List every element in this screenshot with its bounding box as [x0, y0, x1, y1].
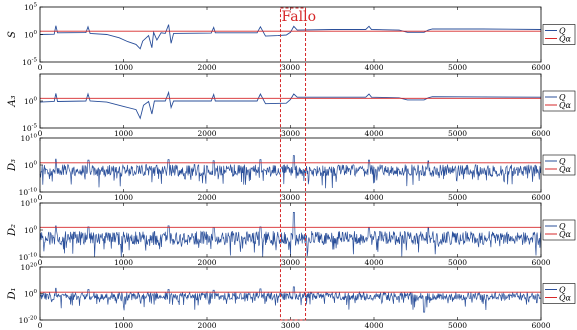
x-tick-label: 3000: [281, 258, 300, 267]
legend-entry: Q: [559, 27, 566, 36]
x-tick-label: 6000: [531, 321, 550, 330]
y-tick-label: 10-10: [19, 188, 38, 198]
y-tick-label: 100: [24, 226, 38, 236]
x-tick-label: 3000: [281, 63, 300, 72]
legend-entry: Qα: [559, 101, 572, 110]
y-tick-label: 100: [24, 161, 38, 171]
y-axis-label: A₃: [7, 95, 18, 107]
x-tick-label: 1000: [114, 258, 133, 267]
y-tick-label: 10-10: [19, 253, 38, 263]
legend-entry: Qα: [559, 230, 572, 239]
y-tick-label: 105: [24, 3, 38, 13]
x-tick-label: 6000: [531, 258, 550, 267]
x-tick-label: 3000: [281, 321, 300, 330]
series-q-line: [39, 90, 542, 120]
x-tick-label: 4000: [364, 321, 383, 330]
panel-4: 0 1000 2000 3000 4000 5000 6000 1010 100 10-10 D₂ Q…: [7, 199, 576, 267]
legend-entry: Qα: [559, 165, 572, 174]
series-q-line: [39, 155, 542, 189]
y-axis-label: D₁: [7, 287, 18, 300]
series-q-line: [39, 24, 542, 50]
x-tick-label: 4000: [364, 193, 383, 202]
legend-entry: Q: [559, 286, 566, 295]
legend-box: [542, 154, 576, 176]
panel-3: 0 1000 2000 3000 4000 5000 6000 1010 100 10-10 D₃ Q…: [7, 134, 576, 202]
axes-frame: [39, 73, 542, 129]
legend-box: [542, 90, 576, 112]
series-q-line: [39, 286, 542, 313]
x-tick-label: 0: [38, 321, 43, 330]
legend: QQα: [542, 154, 576, 176]
x-tick-label: 6000: [531, 193, 550, 202]
y-tick-label: 100: [24, 30, 38, 40]
x-tick-label: 5000: [448, 63, 467, 72]
legend-entry: Qα: [559, 294, 572, 303]
legend-entry: Q: [559, 157, 566, 166]
x-tick-label: 4000: [364, 258, 383, 267]
y-tick-label: 100: [24, 289, 38, 299]
fault-region-box: [279, 7, 307, 321]
legend-box: [542, 283, 576, 304]
legend-box: [542, 219, 576, 241]
x-tick-label: 2000: [197, 321, 216, 330]
x-tick-label: 1000: [114, 129, 133, 138]
y-tick-label: 100: [24, 97, 38, 107]
x-tick-label: 0: [38, 129, 43, 138]
y-tick-label: 10-5: [22, 58, 37, 68]
x-tick-label: 2000: [197, 129, 216, 138]
legend-box: [542, 24, 576, 45]
series-q-line: [39, 212, 542, 258]
fault-label: Fallo: [282, 9, 317, 25]
axes-frame: [39, 266, 542, 321]
y-tick-label: 1020: [20, 263, 37, 273]
axes-frame: [39, 137, 542, 193]
x-tick-label: 0: [38, 63, 43, 72]
x-tick-label: 4000: [364, 63, 383, 72]
panel-2: 0 1000 2000 3000 4000 5000 6000 100 10-5 A₃ QQα: [7, 73, 576, 138]
x-tick-label: 6000: [531, 63, 550, 72]
legend-entry: Q: [559, 222, 566, 231]
y-tick-label: 1010: [20, 199, 37, 209]
legend: QQα: [542, 283, 576, 304]
fault-annotation: Fallo: [279, 7, 317, 321]
x-tick-label: 1000: [114, 193, 133, 202]
x-tick-label: 2000: [197, 258, 216, 267]
legend: QQα: [542, 90, 576, 112]
legend: QQα: [542, 24, 576, 45]
x-tick-label: 5000: [448, 258, 467, 267]
y-axis-label: D₃: [7, 159, 18, 172]
x-tick-label: 6000: [531, 129, 550, 138]
x-tick-label: 1000: [114, 63, 133, 72]
x-tick-label: 5000: [448, 129, 467, 138]
x-tick-label: 0: [38, 193, 43, 202]
x-tick-label: 3000: [281, 193, 300, 202]
x-tick-label: 4000: [364, 129, 383, 138]
x-tick-label: 0: [38, 258, 43, 267]
y-tick-label: 1010: [20, 134, 37, 144]
x-tick-label: 1000: [114, 321, 133, 330]
y-axis-label: S: [7, 31, 18, 38]
x-tick-label: 2000: [197, 63, 216, 72]
panel-1: 0 1000 2000 3000 4000 5000 6000 105 100 10-5 S QQα: [7, 3, 576, 72]
y-tick-label: 10-5: [22, 124, 37, 134]
x-tick-label: 5000: [448, 321, 467, 330]
y-axis-label: D₂: [7, 224, 18, 237]
x-tick-label: 3000: [281, 129, 300, 138]
x-tick-label: 5000: [448, 193, 467, 202]
y-tick-label: 10-20: [19, 316, 38, 326]
legend: QQα: [542, 219, 576, 241]
x-tick-label: 2000: [197, 193, 216, 202]
legend-entry: Qα: [559, 35, 572, 44]
legend-entry: Q: [559, 93, 566, 102]
